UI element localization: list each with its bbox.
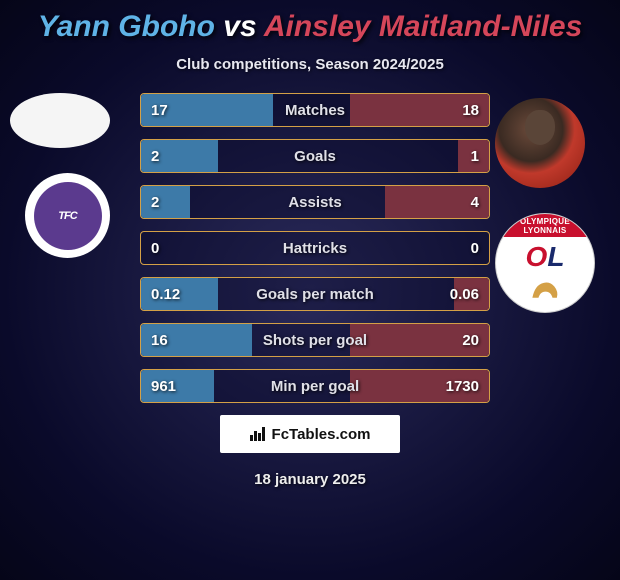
toulouse-badge-inner: TFC	[34, 182, 102, 250]
lyon-banner-line1: OLYMPIQUE	[496, 217, 594, 226]
content-area: TFC OLYMPIQUE LYONNAIS OL 1718Matches 21G…	[0, 93, 620, 403]
player2-name: Ainsley Maitland-Niles	[264, 10, 582, 43]
player2-avatar	[495, 98, 585, 188]
lyon-letter-l: L	[547, 241, 564, 273]
toulouse-abbrev: TFC	[58, 210, 76, 222]
lyon-badge-outer: OLYMPIQUE LYONNAIS OL	[495, 213, 595, 313]
vs-text: vs	[215, 10, 264, 43]
player2-club-badge: OLYMPIQUE LYONNAIS OL	[495, 213, 595, 313]
lyon-letter-o: O	[526, 241, 548, 273]
lyon-banner: OLYMPIQUE LYONNAIS	[496, 214, 594, 237]
lyon-ol-letters: OL	[526, 241, 565, 273]
stat-row: 1620Shots per goal	[140, 323, 490, 357]
stat-metric-label: Assists	[141, 186, 489, 218]
stat-metric-label: Goals	[141, 140, 489, 172]
stat-row: 1718Matches	[140, 93, 490, 127]
toulouse-badge-outer: TFC	[25, 173, 110, 258]
fctables-text: FcTables.com	[272, 426, 371, 443]
stat-row: 00Hattricks	[140, 231, 490, 265]
comparison-title: Yann Gboho vs Ainsley Maitland-Niles	[0, 0, 620, 44]
player1-name: Yann Gboho	[38, 10, 215, 43]
subtitle: Club competitions, Season 2024/2025	[0, 56, 620, 73]
stat-metric-label: Matches	[141, 94, 489, 126]
stat-row: 24Assists	[140, 185, 490, 219]
stat-rows: 1718Matches 21Goals 24Assists 00Hattricks 0.…	[140, 93, 490, 403]
lyon-banner-line2: LYONNAIS	[496, 226, 594, 235]
stat-metric-label: Shots per goal	[141, 324, 489, 356]
stat-row: 0.120.06Goals per match	[140, 277, 490, 311]
fctables-icon	[250, 427, 266, 441]
stat-metric-label: Min per goal	[141, 370, 489, 402]
stat-row: 9611730Min per goal	[140, 369, 490, 403]
player1-club-badge: TFC	[25, 173, 110, 258]
stat-row: 21Goals	[140, 139, 490, 173]
date: 18 january 2025	[0, 471, 620, 488]
fctables-branding: FcTables.com	[220, 415, 400, 453]
player1-avatar	[10, 93, 110, 148]
lyon-lion-icon	[528, 275, 563, 303]
stat-metric-label: Hattricks	[141, 232, 489, 264]
stat-metric-label: Goals per match	[141, 278, 489, 310]
